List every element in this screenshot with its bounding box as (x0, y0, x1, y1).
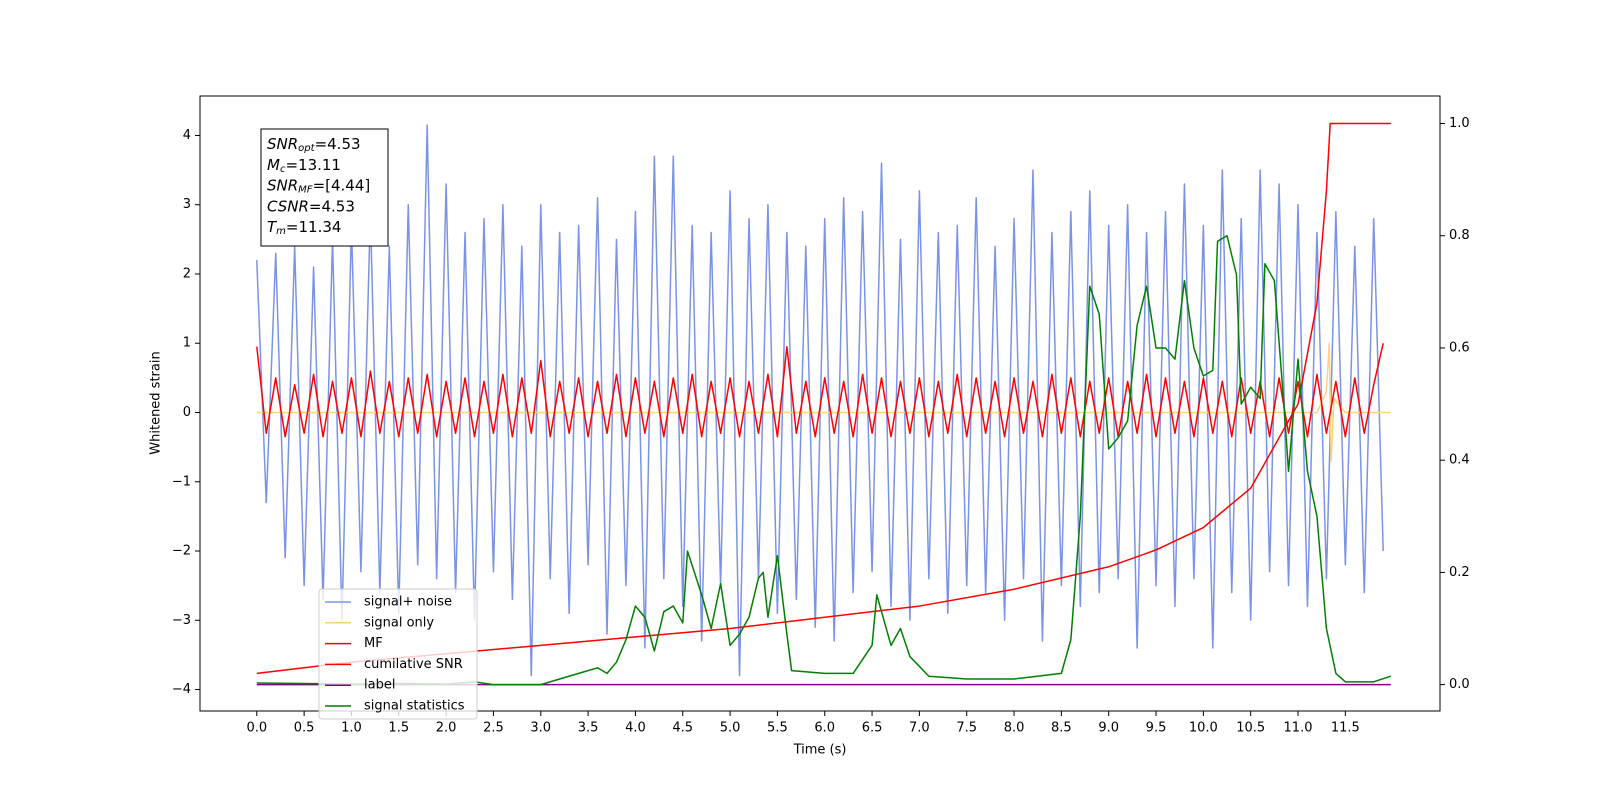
x-tick-label: 5.0 (720, 721, 741, 736)
annotation-symbol: CSNR (267, 197, 309, 215)
y2-tick-label: 1.0 (1449, 116, 1470, 131)
annotation-text: =13.11 (285, 155, 341, 173)
annotation-text: =4.53 (315, 135, 361, 153)
x-tick-label: 11.5 (1331, 721, 1360, 736)
x-tick-label: 6.5 (862, 721, 883, 736)
annotation-subscript: opt (298, 143, 315, 154)
annotation-symbol: M (267, 155, 280, 173)
x-tick-label: 10.5 (1236, 721, 1265, 736)
annotation-text: =4.53 (309, 197, 355, 215)
annotation: CSNR=4.53 (267, 197, 355, 215)
legend-label: signal statistics (364, 699, 465, 714)
x-tick-label: 11.0 (1284, 721, 1313, 736)
axes-frame (199, 95, 1441, 712)
annotation-subscript: m (276, 226, 286, 237)
x-tick-label: 7.5 (956, 721, 977, 736)
x-axis-label: Time (s) (793, 743, 847, 758)
y-tick-label: −2 (172, 544, 191, 559)
x-tick-label: 4.0 (625, 721, 646, 736)
series-line (256, 122, 1391, 675)
y-tick-label: 3 (183, 197, 191, 212)
annotation: Tm=11.34 (267, 218, 341, 238)
legend-label: signal only (364, 615, 434, 630)
x-tick-label: 0.0 (246, 721, 267, 736)
x-tick-label: 3.0 (530, 721, 551, 736)
y2-tick-label: 0.2 (1449, 565, 1470, 580)
x-tick-label: 2.0 (436, 721, 457, 736)
y-tick-label: −1 (172, 474, 191, 489)
x-tick-label: 4.5 (672, 721, 693, 736)
series-line (256, 124, 1384, 677)
x-tick-label: 7.0 (909, 721, 930, 736)
series-line (256, 342, 1391, 462)
y-tick-label: 1 (183, 336, 191, 351)
series-line (256, 343, 1384, 438)
annotation-symbol: SNR (267, 135, 298, 153)
info-box (260, 128, 389, 247)
annotation-subscript: c (280, 164, 286, 175)
annotation-text: =[4.44] (313, 176, 371, 194)
annotation-symbol: SNR (267, 176, 298, 194)
x-tick-label: 2.5 (483, 721, 504, 736)
y-tick-label: −3 (172, 613, 191, 628)
x-tick-label: 9.0 (1098, 721, 1119, 736)
y-tick-label: 4 (183, 128, 191, 143)
legend-label: cumilative SNR (364, 657, 463, 672)
x-tick-label: 0.5 (294, 721, 315, 736)
x-tick-label: 1.0 (341, 721, 362, 736)
x-tick-label: 8.5 (1051, 721, 1072, 736)
annotation-text: =11.34 (286, 218, 342, 236)
x-tick-label: 6.0 (814, 721, 835, 736)
y-tick-label: −4 (172, 682, 191, 697)
x-tick-label: 3.5 (578, 721, 599, 736)
legend-label: label (364, 678, 395, 693)
y2-tick-label: 0.6 (1449, 340, 1470, 355)
x-tick-label: 1.5 (388, 721, 409, 736)
annotation: Mc=13.11 (267, 155, 341, 175)
x-tick-label: 8.0 (1004, 721, 1025, 736)
x-tick-label: 5.5 (767, 721, 788, 736)
annotation: SNRMF=[4.44] (267, 176, 370, 196)
y2-tick-label: 0.4 (1449, 453, 1470, 468)
x-tick-label: 9.5 (1146, 721, 1167, 736)
y-tick-label: 0 (183, 405, 191, 420)
y2-tick-label: 0.8 (1449, 228, 1470, 243)
y-axis-label: Whitened strain (149, 351, 164, 454)
annotation-subscript: MF (298, 185, 313, 196)
x-tick-label: 10.0 (1189, 721, 1218, 736)
annotation-symbol: T (267, 218, 278, 236)
y-tick-label: 2 (183, 266, 191, 281)
legend-label: MF (364, 636, 383, 651)
annotation: SNRopt=4.53 (267, 135, 361, 155)
legend-label: signal+ noise (364, 595, 452, 610)
y2-tick-label: 0.0 (1449, 677, 1470, 692)
series-line (256, 234, 1392, 686)
legend-box (318, 588, 478, 720)
